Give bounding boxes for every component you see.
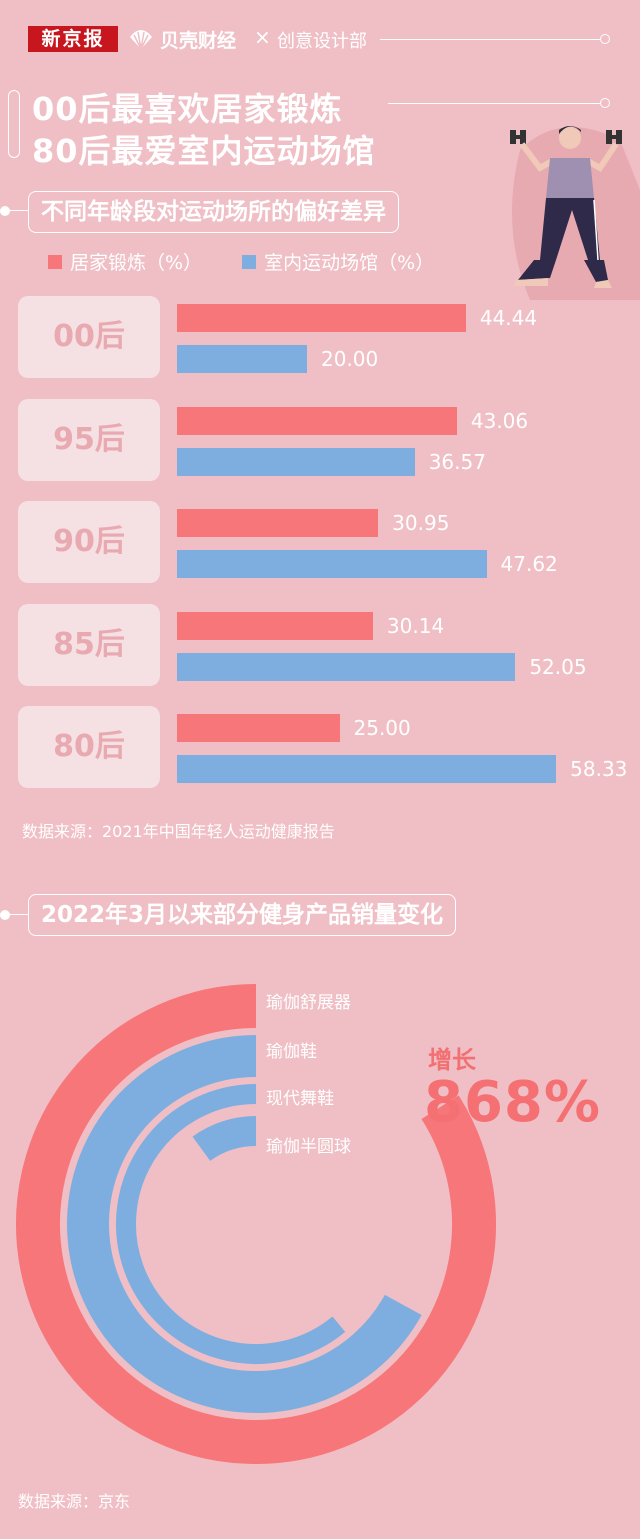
radial-bar-label: 瑜伽半圆球 [266,1137,351,1157]
bar-home-workout [177,611,373,640]
legend-item-venue: 室内运动场馆（%） [242,248,434,275]
radial-bar-arc [116,1084,346,1364]
legend-swatch-blue [242,254,257,269]
bar-value-label: 44.44 [479,306,538,330]
title-bracket [8,90,20,158]
radial-bar-label: 现代舞鞋 [266,1089,334,1109]
section2-heading: 2022年3月以来部分健身产品销量变化 [28,894,457,936]
bar-indoor-venue [177,550,487,578]
section2-source: 数据来源：京东 [18,1492,131,1511]
growth-label: 增长 [428,1046,476,1074]
bar-home-workout [177,714,340,742]
age-group-label-box: 90后 [18,501,160,583]
radial-bar-arc [67,1035,422,1413]
chart1-legend: 居家锻炼（%） 室内运动场馆（%） [48,248,434,275]
bar-home-workout [177,509,379,537]
age-preference-bar-chart: 00后 44.44 20.00 95后 43.06 36.57 90后 30.95 47.62 8… [18,296,628,788]
shell-icon [130,30,152,50]
legend-item-home: 居家锻炼（%） [48,248,202,275]
bar-value-label: 30.95 [392,511,450,535]
xinjingbao-logo: 新京报 [28,26,118,52]
title-line-1: 00后最喜欢居家锻炼 [32,90,343,128]
radial-bar-arc [16,984,496,1464]
bar-value-label: 52.05 [529,654,587,679]
growth-value: 868% [424,1070,602,1135]
bar-indoor-venue [177,345,307,373]
radial-bar-label: 瑜伽舒展器 [266,993,351,1013]
bar-home-workout [177,406,457,435]
age-group-label-box: 85后 [18,603,160,686]
section1-heading: 不同年龄段对运动场所的偏好差异 [28,191,399,233]
bar-value-label: 43.06 [470,408,529,433]
header-rule-end-dot [600,34,610,44]
radial-bar-arc [192,1116,257,1162]
bar-value-label: 36.57 [428,449,486,474]
bar-home-workout [177,304,466,332]
age-group-label-box: 95后 [18,398,160,481]
bar-value-label: 58.33 [570,757,628,781]
bar-value-label: 30.14 [386,613,445,638]
beike-logo: 贝壳财经 [128,24,236,54]
section2-connector [4,914,28,915]
legend-label-venue: 室内运动场馆（%） [264,252,435,274]
title-rule [388,103,602,104]
dumbbell-person-illustration [510,126,640,300]
bar-indoor-venue [177,447,415,476]
radial-bar-label: 瑜伽鞋 [266,1042,317,1062]
legend-label-home: 居家锻炼（%） [70,252,203,274]
bar-indoor-venue [177,652,516,681]
age-group-label-box: 00后 [18,296,160,378]
title-line-2: 80后最爱室内运动场馆 [32,132,376,170]
section1-bullet [0,206,10,216]
legend-swatch-red [48,254,62,269]
brand-separator: × [254,25,271,49]
bar-indoor-venue [177,755,557,783]
section1-connector [4,210,28,211]
bar-value-label: 20.00 [321,347,379,371]
bar-value-label: 25.00 [353,716,411,740]
title-rule-end-dot [600,98,610,108]
age-group-label-box: 80后 [18,706,160,788]
beike-brand-text: 贝壳财经 [160,29,237,52]
department-label: 创意设计部 [277,31,367,52]
section2-bullet [0,910,10,920]
header-rule [380,39,602,40]
section1-source: 数据来源：2021年中国年轻人运动健康报告 [22,822,335,841]
bar-value-label: 47.62 [500,552,558,576]
